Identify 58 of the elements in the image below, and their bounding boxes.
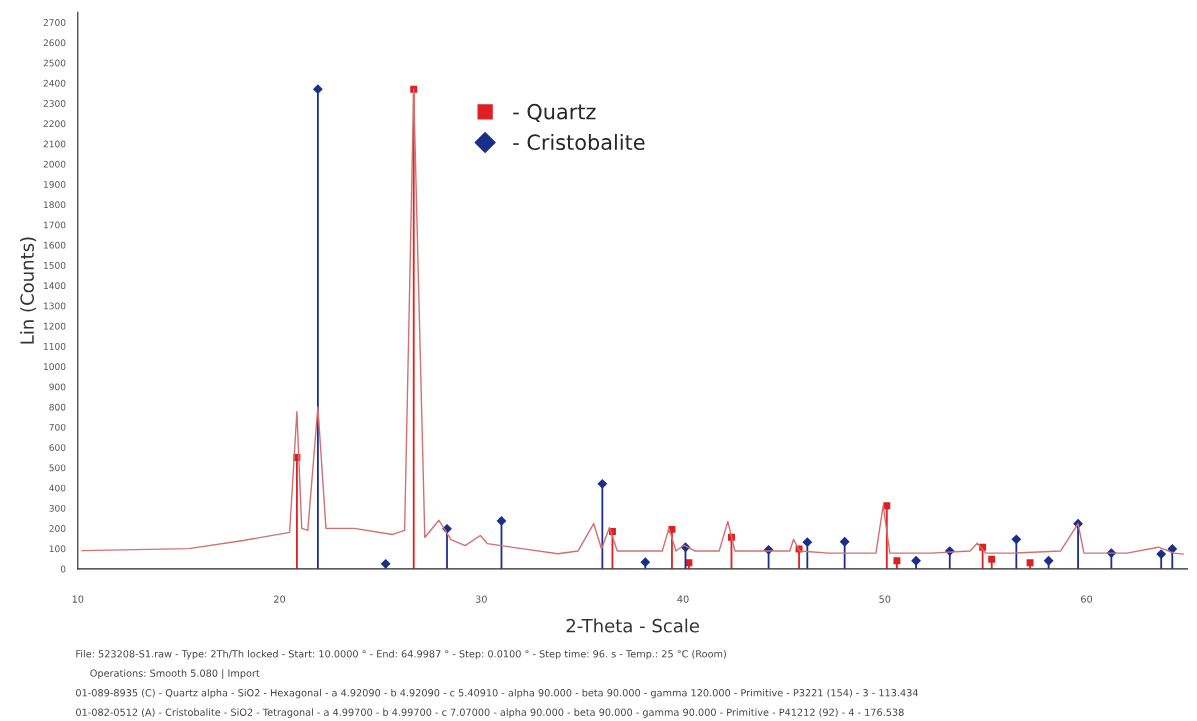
point — [1011, 534, 1021, 544]
x-tick-label: 10 — [72, 595, 84, 603]
point — [802, 537, 812, 547]
y-tick-label: 800 — [49, 403, 66, 411]
y-tick-label: 0 — [60, 565, 66, 573]
y-tick-label: 1300 — [44, 302, 66, 310]
y-tick-label: 2700 — [43, 19, 66, 26]
legend-label: - Cristobalite — [513, 133, 645, 151]
y-tick-label: 1700 — [44, 221, 66, 229]
text: 01-089-8935 (C) - Quartz alpha - SiO2 - Hexagonal - a 4.92090 - b 4.92090 - c 5.40910 - alpha 90.000 - beta 90.000 - gamma 120.000 - Primitive - P3221 (154) - 3 - 113.434 — [76, 688, 918, 699]
y-tick-label: 2600 — [43, 39, 66, 47]
text: Operations: Smooth 5.080 | Import — [90, 669, 260, 679]
y-tick-label: 1800 — [44, 201, 66, 209]
y-tick-label: 900 — [49, 383, 66, 391]
point — [883, 502, 891, 510]
point — [840, 537, 850, 547]
point — [381, 559, 391, 569]
point — [1167, 544, 1177, 554]
y-tick-label: 1900 — [44, 181, 66, 188]
y-tick-label: 600 — [49, 444, 66, 451]
x-tick-label: 40 — [677, 595, 689, 603]
y-tick-label: 1400 — [44, 282, 66, 290]
y-tick-label: 500 — [49, 464, 66, 472]
point — [893, 557, 901, 565]
point — [410, 85, 418, 93]
y-tick-label: 2400 — [43, 79, 66, 87]
x-tick-label: 50 — [879, 595, 891, 603]
point — [496, 516, 507, 526]
y-tick-label: 2300 — [43, 100, 66, 107]
y-tick-label: 200 — [49, 525, 66, 532]
y-tick-label: 400 — [49, 484, 66, 492]
y-tick-label: 100 — [49, 545, 66, 553]
y-tick-label: 2500 — [43, 59, 66, 67]
point — [1156, 549, 1166, 559]
text: File: 523208-S1.raw - Type: 2Th/Th locked - Start: 10.0000 ° - End: 64.9987 ° - Step: 0.0100 ° - Step time: 96. s - Temp.: 25 °C (Room) — [76, 649, 726, 660]
point — [1043, 556, 1054, 566]
point — [313, 84, 323, 94]
y-tick-label: 1500 — [44, 261, 66, 269]
y-tick-label: 1200 — [44, 322, 66, 330]
y-tick-label: 2100 — [43, 140, 66, 148]
point — [640, 557, 650, 567]
x-tick-label: 30 — [475, 595, 487, 603]
y-tick-label: 1100 — [44, 342, 66, 350]
y-tick-label: 2200 — [43, 120, 66, 128]
y-axis-title: Lin (Counts) — [19, 237, 37, 344]
y-tick-label: 1600 — [44, 241, 66, 249]
point — [597, 479, 607, 489]
x-tick-label: 60 — [1081, 595, 1093, 603]
y-tick-label: 700 — [49, 423, 66, 431]
point — [911, 556, 921, 566]
x-axis-title: 2-Theta - Scale — [566, 618, 699, 633]
legend-label: - Quartz — [513, 103, 596, 122]
text: 01-082-0512 (A) - Cristobalite - SiO2 - Tetragonal - a 4.99700 - b 4.99700 - c 7.07000 - alpha 90.000 - beta 90.000 - gamma 90.000 - Primitive - P41212 (92) - 4 - 176.538 — [76, 708, 904, 718]
y-tick-label: 2000 — [43, 160, 66, 168]
x-tick-label: 20 — [274, 595, 286, 603]
point — [988, 555, 996, 563]
y-tick-label: 1000 — [44, 363, 66, 371]
y-tick-label: 300 — [49, 504, 66, 512]
